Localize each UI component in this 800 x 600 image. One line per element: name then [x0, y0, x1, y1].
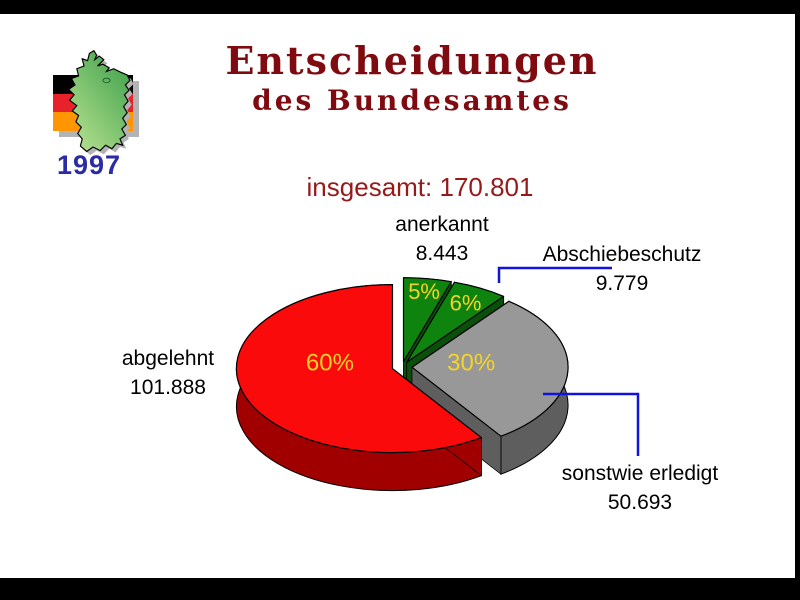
label-sonstwie-erledigt-value: 50.693 — [607, 491, 673, 514]
germany-map-icon — [67, 49, 134, 156]
pie-slice-sonstwie-erledigt — [411, 300, 569, 437]
pie-slice-abschiebeschutz — [406, 281, 505, 363]
label-abgelehnt: abgelehnt 101.888 — [48, 344, 288, 402]
connector-abschiebeschutz — [497, 266, 612, 283]
label-anerkannt-name: anerkannt — [395, 213, 489, 236]
label-abgelehnt-name: abgelehnt — [121, 347, 215, 370]
label-sonstwie-erledigt-name: sonstwie erledigt — [561, 462, 719, 485]
label-anerkannt-value: 8.443 — [415, 242, 469, 265]
slide-subtitle: des Bundesamtes — [252, 84, 572, 117]
label-abschiebeschutz: Abschiebeschutz 9.779 — [502, 240, 742, 298]
year-label: 1997 — [56, 150, 122, 180]
right-edge-bar — [795, 0, 800, 600]
label-abschiebeschutz-name: Abschiebeschutz — [542, 243, 702, 266]
pie-slice-anerkannt — [402, 277, 452, 363]
bottom-letterbox-bar — [0, 578, 800, 600]
top-letterbox-bar — [0, 0, 800, 14]
map-lake-mark — [102, 77, 111, 84]
label-anerkannt: anerkannt 8.443 — [322, 210, 562, 268]
label-abschiebeschutz-value: 9.779 — [595, 272, 649, 295]
slide-title-block: Entscheidungen des Bundesamtes — [212, 40, 612, 120]
total-label: insgesamt: 170.801 — [306, 172, 534, 202]
pie-pct-label-abschiebeschutz: 6% — [450, 291, 482, 316]
pie-pct-label-sonstwie-erledigt: 30% — [447, 350, 495, 377]
pie-pct-label-anerkannt: 5% — [408, 279, 440, 304]
pie-pct-label-abgelehnt: 60% — [306, 350, 354, 377]
label-sonstwie-erledigt: sonstwie erledigt 50.693 — [520, 459, 760, 517]
pie-slice-abgelehnt — [235, 284, 482, 454]
map-outline — [67, 49, 131, 153]
slide-title: Entscheidungen — [225, 38, 599, 83]
connector-sonstwie-erledigt — [543, 392, 640, 456]
label-abgelehnt-value: 101.888 — [130, 376, 206, 399]
